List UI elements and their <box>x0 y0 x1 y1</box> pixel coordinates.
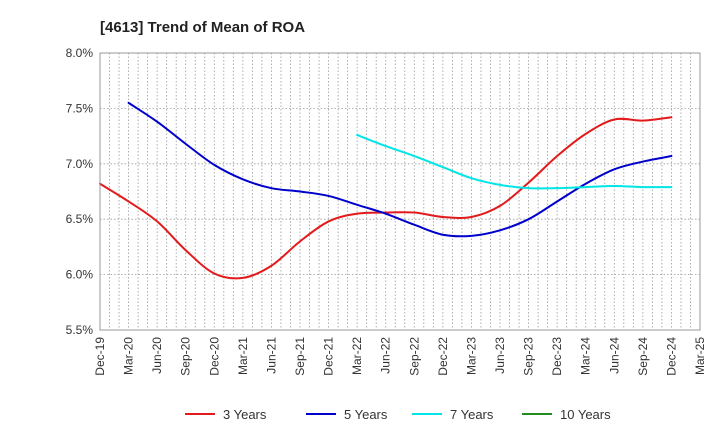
x-tick-label: Mar-23 <box>464 337 478 375</box>
legend-label-10-years: 10 Years <box>560 407 611 422</box>
legend-label-7-years: 7 Years <box>450 407 494 422</box>
x-tick-label: Dec-23 <box>550 337 564 376</box>
plot-frame <box>99 52 701 331</box>
x-tick-label: Mar-22 <box>350 337 364 375</box>
x-tick-label: Dec-19 <box>93 337 107 376</box>
x-tick-label: Mar-20 <box>122 337 136 375</box>
x-tick-label: Jun-22 <box>379 337 393 374</box>
y-tick-label: 5.5% <box>66 323 94 337</box>
y-tick-label: 6.5% <box>66 212 94 226</box>
x-tick-label: Jun-23 <box>493 337 507 374</box>
x-axis: Dec-19 Mar-20 Jun-20 Sep-20 Dec-20 Mar-21 Jun-… <box>93 337 707 376</box>
x-tick-label: Sep-24 <box>636 337 650 376</box>
x-tick-label: Jun-20 <box>150 337 164 374</box>
plot-lines <box>99 101 673 280</box>
x-tick-label: Dec-21 <box>322 337 336 376</box>
y-tick-label: 6.0% <box>66 268 94 282</box>
x-tick-label: Sep-23 <box>522 337 536 376</box>
series-line-5-years <box>127 101 673 238</box>
x-tick-label: Dec-20 <box>207 337 221 376</box>
chart-title: [4613] Trend of Mean of ROA <box>100 19 305 36</box>
x-tick-label: Jun-21 <box>264 337 278 374</box>
x-tick-label: Dec-22 <box>436 337 450 376</box>
x-tick-label: Sep-22 <box>407 337 421 376</box>
legend-label-3-years: 3 Years <box>223 407 267 422</box>
x-tick-label: Mar-25 <box>693 337 707 375</box>
x-tick-label: Jun-24 <box>607 337 621 374</box>
x-tick-label: Sep-21 <box>293 337 307 376</box>
series-line-3-years <box>99 116 673 280</box>
plot-grid <box>100 53 700 330</box>
x-tick-label: Mar-24 <box>579 337 593 375</box>
x-tick-label: Sep-20 <box>179 337 193 376</box>
legend-label-5-years: 5 Years <box>344 407 388 422</box>
x-tick-label: Mar-21 <box>236 337 250 375</box>
series-line-7-years <box>356 133 673 190</box>
x-tick-label: Dec-24 <box>664 337 678 376</box>
legend: 3 Years 5 Years 7 Years 10 Years <box>185 407 611 422</box>
y-tick-label: 7.0% <box>66 157 94 171</box>
y-tick-label: 7.5% <box>66 101 94 115</box>
y-axis: 5.5% 6.0% 6.5% 7.0% 7.5% 8.0% <box>66 46 94 337</box>
y-tick-label: 8.0% <box>66 46 94 60</box>
